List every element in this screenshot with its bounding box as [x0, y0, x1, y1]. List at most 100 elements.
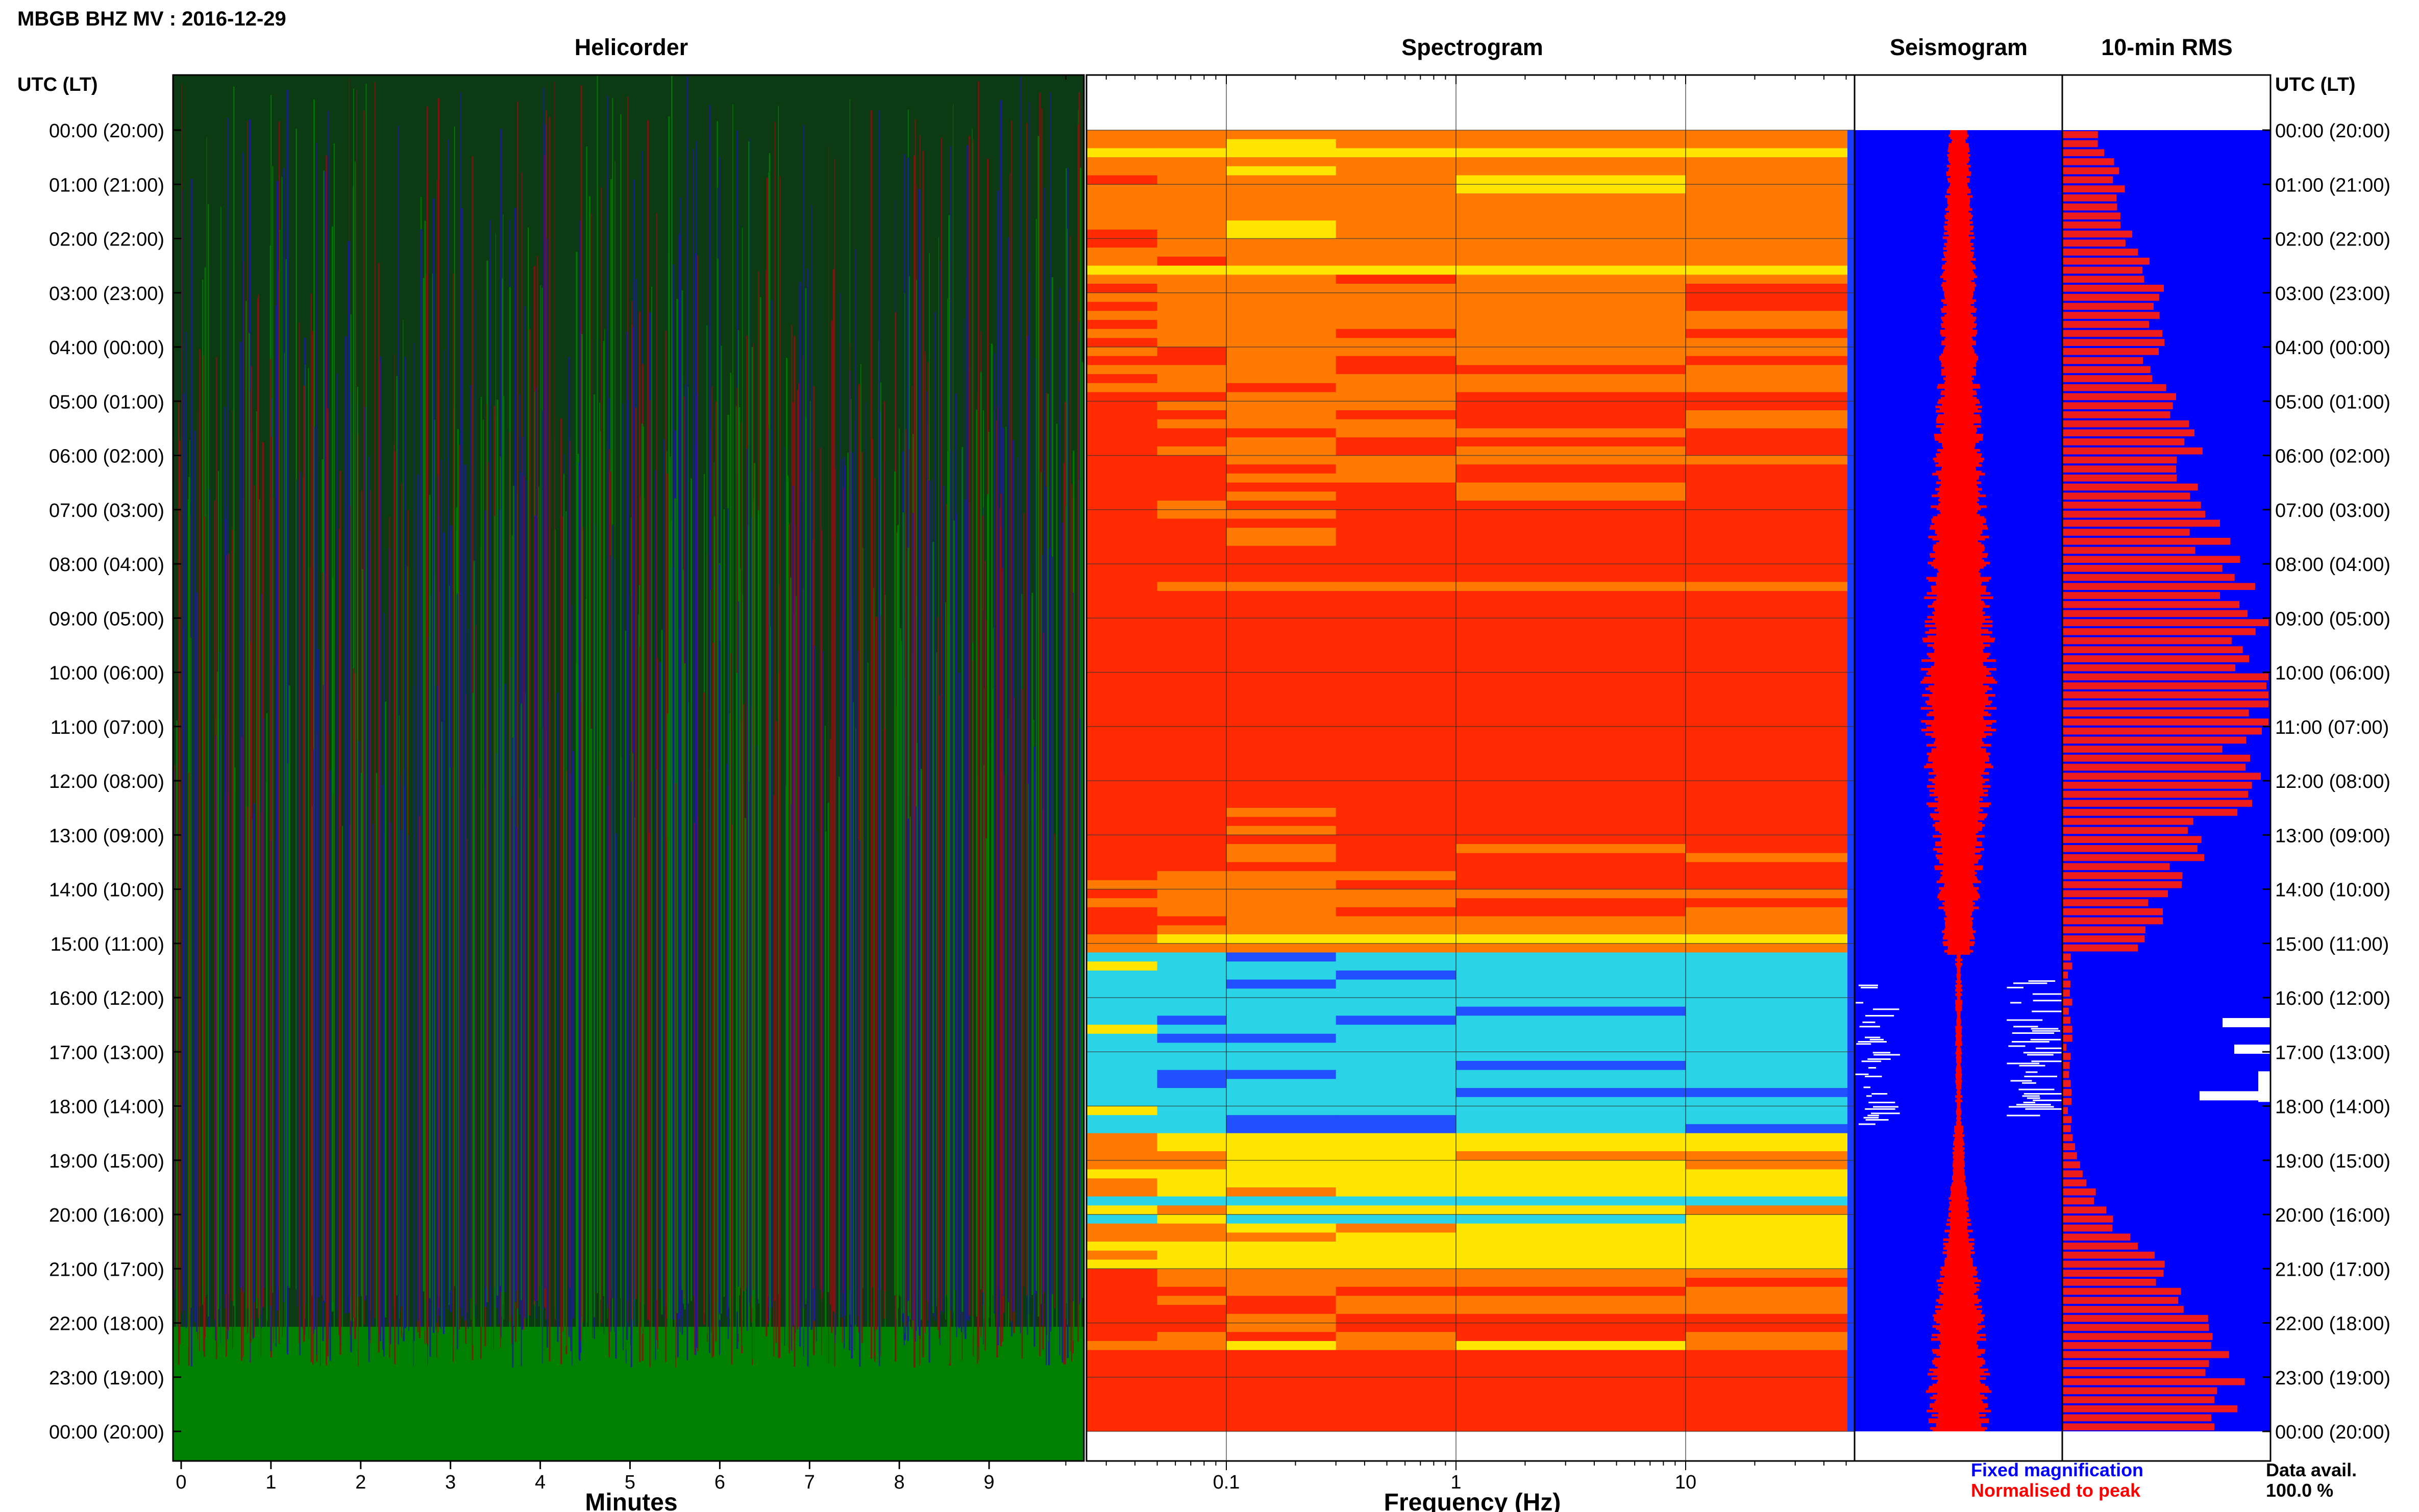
- rms-bar: [2062, 935, 2145, 943]
- spectrogram-cell: [1686, 1250, 1848, 1260]
- seismogram-gap: [2007, 1062, 2040, 1064]
- spectrogram-cell: [1087, 265, 1158, 275]
- spectrogram-cell: [1087, 464, 1158, 474]
- rms-bar: [2062, 763, 2246, 771]
- spectrogram-cell: [1226, 1025, 1337, 1034]
- rms-bar: [2062, 1107, 2068, 1114]
- rms-bar: [2062, 926, 2145, 933]
- spectrogram-cell: [1456, 419, 1686, 429]
- spectrogram-cell: [1087, 1106, 1158, 1116]
- seismogram-normalised-trace: [1945, 375, 1972, 378]
- spectrogram-cell: [1226, 952, 1337, 962]
- seismogram-normalised-trace: [1947, 952, 1970, 955]
- spectrogram-cell: [1686, 347, 1848, 357]
- spectrogram-cell: [1157, 211, 1227, 221]
- seismogram-normalised-trace: [1953, 1156, 1965, 1159]
- seismogram-normalised-trace: [1932, 1429, 1985, 1432]
- seismogram-normalised-trace: [1927, 616, 1990, 619]
- rms-title: 10-min RMS: [2101, 34, 2233, 60]
- spectrogram-cell: [1157, 473, 1227, 483]
- spectrogram-cell: [1456, 1242, 1686, 1251]
- spectrogram-cell: [1157, 464, 1227, 474]
- spectrogram-cell: [1226, 1278, 1337, 1287]
- spectrogram-cell: [1226, 1106, 1337, 1116]
- seismogram-normalised-trace: [1940, 1273, 1977, 1276]
- rms-bar: [2062, 149, 2105, 157]
- spectrogram-cell: [1456, 753, 1686, 763]
- spectrogram-cell: [1226, 518, 1337, 528]
- spectrogram-cell: [1336, 184, 1457, 194]
- seismogram-normalised-trace: [1939, 1345, 1979, 1348]
- seismogram-normalised-trace: [1928, 579, 1989, 582]
- spectrogram-cell: [1456, 582, 1686, 591]
- seismogram-gap: [2023, 1102, 2036, 1103]
- seismogram-normalised-trace: [1957, 1114, 1961, 1118]
- seismogram-normalised-trace: [1946, 212, 1971, 215]
- spectrogram-cell: [1226, 1286, 1337, 1296]
- spectrogram-cell: [1087, 446, 1158, 456]
- seismogram-normalised-trace: [1935, 609, 1983, 612]
- spectrogram-cell: [1157, 238, 1227, 248]
- spectrogram-cell: [1226, 1043, 1337, 1052]
- spectrogram-cell: [1456, 609, 1686, 618]
- seismogram-normalised-trace: [1944, 882, 1973, 885]
- seismogram-normalised-trace: [1956, 1084, 1961, 1087]
- spectrogram-cell: [1686, 410, 1848, 420]
- seismogram-normalised-trace: [1921, 668, 1996, 671]
- spectrogram-cell: [1336, 1097, 1457, 1107]
- rms-bar: [2062, 854, 2205, 861]
- seismogram-normalised-trace: [1941, 479, 1977, 482]
- seismogram-normalised-trace: [1944, 922, 1973, 925]
- spectrogram-cell: [1336, 835, 1457, 845]
- rms-bottom-blank: [2062, 1431, 2270, 1461]
- seismogram-normalised-trace: [1932, 1349, 1986, 1352]
- spectrogram-cell: [1157, 555, 1227, 564]
- spectrogram-cell: [1686, 1178, 1848, 1188]
- seismogram-normalised-trace: [1932, 611, 1985, 614]
- spectrogram-cell: [1226, 464, 1337, 474]
- seismogram-normalised-trace: [1939, 540, 1978, 543]
- seismogram-normalised-trace: [1941, 468, 1977, 472]
- seismogram-normalised-trace: [1953, 1134, 1964, 1137]
- seismogram-normalised-trace: [1932, 473, 1985, 476]
- spectrogram-cell: [1226, 862, 1337, 872]
- seismogram-normalised-trace: [1950, 132, 1967, 135]
- seismogram-normalised-trace: [1925, 733, 1992, 736]
- seismogram-normalised-trace: [1941, 299, 1977, 302]
- spectrogram-cell: [1226, 1259, 1337, 1269]
- spectrogram-cell: [1226, 311, 1337, 320]
- seismogram-normalised-trace: [1937, 573, 1981, 576]
- spectrogram-cell: [1226, 1296, 1337, 1305]
- seismogram-normalised-trace: [1930, 657, 1987, 660]
- seismogram-normalised-trace: [1941, 1286, 1977, 1289]
- rms-bar: [2062, 971, 2068, 979]
- spectrogram-cell: [1456, 663, 1686, 673]
- spectrogram-cell: [1456, 1223, 1686, 1233]
- seismogram-normalised-trace: [1938, 1411, 1979, 1415]
- seismogram-normalised-trace: [1936, 633, 1981, 636]
- rms-bar: [2062, 1342, 2211, 1349]
- seismogram-normalised-trace: [1948, 134, 1969, 137]
- seismogram-normalised-trace: [1939, 887, 1979, 890]
- seismogram-normalised-trace: [1939, 859, 1979, 862]
- spectrogram-cell: [1157, 410, 1227, 420]
- spectrogram-cell: [1336, 907, 1457, 917]
- rms-bar: [2062, 1297, 2179, 1304]
- seismogram-normalised-trace: [1920, 707, 1997, 710]
- seismogram-normalised-trace: [1931, 724, 1986, 727]
- seismogram-normalised-trace: [1942, 442, 1976, 445]
- seismogram-normalised-trace: [1938, 462, 1979, 465]
- spectrogram-cell: [1087, 907, 1158, 917]
- seismogram-normalised-trace: [1942, 318, 1976, 321]
- seismogram-normalised-trace: [1933, 835, 1985, 838]
- spectrogram-cell: [1226, 781, 1337, 790]
- spectrogram-cell: [1157, 799, 1227, 808]
- seismogram-normalised-trace: [1927, 713, 1991, 716]
- spectrogram-cell: [1087, 284, 1158, 293]
- spectrogram-cell: [1686, 184, 1848, 194]
- seismogram-normalised-trace: [1921, 659, 1996, 662]
- spectrogram-cell: [1686, 311, 1848, 320]
- spectrogram-cell: [1087, 618, 1158, 628]
- spectrogram-cell: [1336, 699, 1457, 709]
- rms-bar: [2062, 800, 2252, 807]
